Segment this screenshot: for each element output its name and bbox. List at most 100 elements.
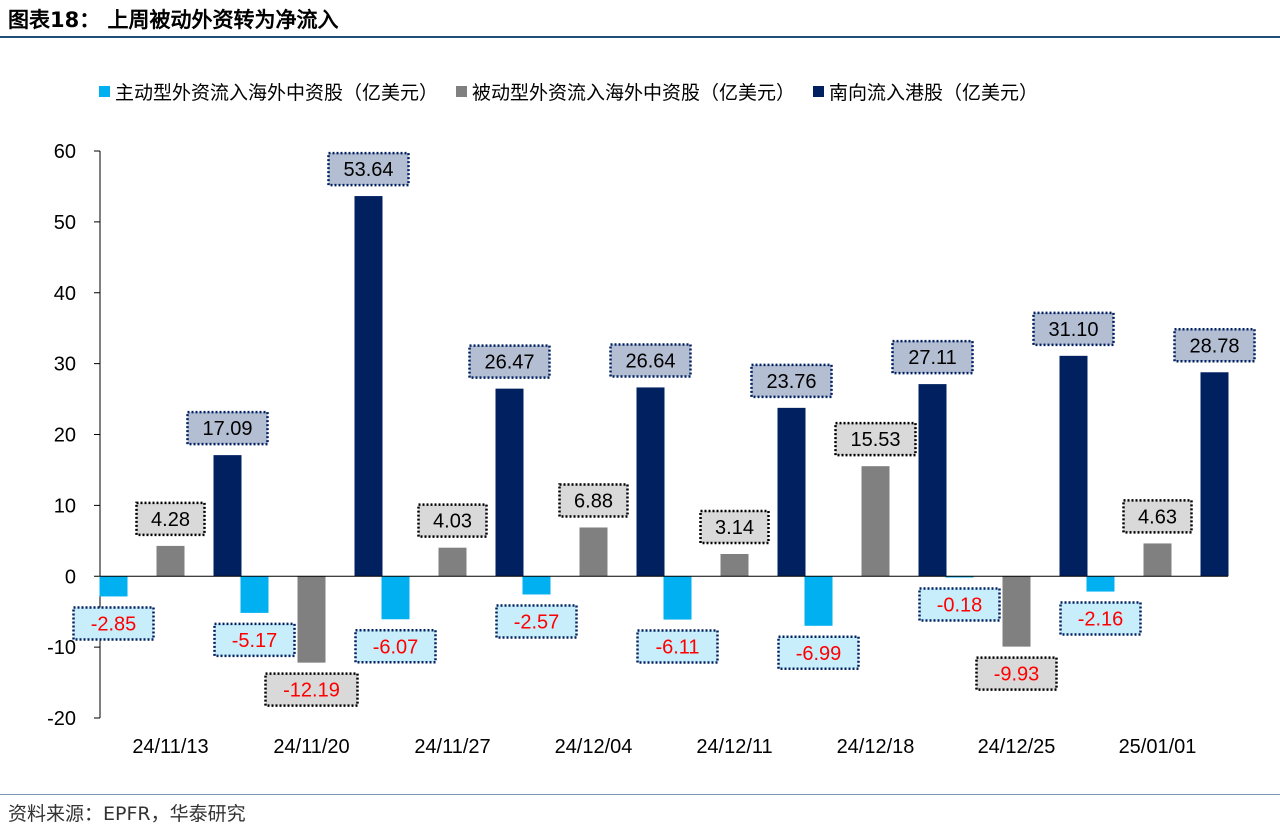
data-label-box: [1059, 601, 1142, 636]
data-label: 53.64: [343, 159, 393, 181]
data-label-box: [1032, 311, 1115, 347]
legend-item-passive: 被动型外资流入海外中资股（亿美元）: [456, 78, 795, 105]
data-label-box: [354, 629, 437, 664]
x-tick-label: 24/12/11: [696, 736, 772, 758]
legend-label-passive: 被动型外资流入海外中资股（亿美元）: [472, 81, 796, 104]
source-note: 资料来源：EPFR，华泰研究: [8, 803, 246, 825]
data-label: 4.03: [433, 511, 472, 533]
data-label: 31.10: [1048, 319, 1098, 341]
bar: [240, 576, 269, 613]
y-tick-label: -20: [47, 708, 76, 730]
data-label-box: [609, 343, 692, 378]
y-tick-label: 10: [54, 495, 76, 517]
bar: [636, 387, 665, 577]
data-label-box: [72, 606, 155, 641]
data-label: 28.78: [1189, 335, 1239, 357]
x-tick-label: 24/11/20: [273, 736, 349, 758]
data-label-box: [417, 503, 488, 538]
data-label-box: [468, 344, 551, 379]
legend-swatch-southbound: [813, 85, 825, 97]
bar: [777, 407, 806, 577]
data-label-box: [1173, 328, 1256, 363]
data-label-box: [777, 635, 860, 671]
x-tick-label: 25/01/01: [1119, 736, 1197, 758]
bar: [579, 527, 608, 577]
data-label: -9.93: [994, 664, 1040, 686]
data-label: 17.09: [202, 418, 252, 440]
bar: [1059, 355, 1088, 577]
bar: [156, 545, 185, 577]
data-label: -0.18: [937, 595, 983, 617]
y-tick-label: -10: [47, 637, 76, 659]
bar: [495, 388, 524, 577]
data-label-box: [495, 604, 578, 639]
y-tick-label: 50: [54, 212, 76, 234]
bar: [1143, 543, 1172, 577]
data-label: 26.64: [625, 350, 675, 372]
bar: [1086, 576, 1115, 592]
data-label-box: [186, 410, 269, 446]
data-label-box: [327, 151, 410, 187]
data-label: -2.16: [1078, 609, 1124, 631]
bar: [945, 576, 974, 578]
bar: [438, 547, 467, 577]
x-tick-label: 24/11/13: [132, 736, 208, 758]
data-label: 6.88: [574, 490, 613, 512]
legend-label-active: 主动型外资流入海外中资股（亿美元）: [115, 81, 439, 104]
data-label-box: [891, 339, 974, 375]
data-label: 26.47: [484, 352, 534, 374]
data-label-box: [975, 656, 1058, 691]
legend-item-southbound: 南向流入港股（亿美元）: [813, 78, 1038, 105]
y-tick-label: 60: [54, 141, 76, 163]
data-label: -5.17: [232, 630, 278, 652]
data-label-box: [1122, 499, 1193, 534]
y-tick-label: 30: [54, 354, 76, 376]
data-label: 15.53: [850, 429, 900, 451]
data-label: -2.85: [91, 613, 137, 635]
data-label: 27.11: [908, 347, 957, 369]
bar: [861, 466, 890, 577]
figure-title: 图表18： 上周被动外资转为净流入: [8, 8, 339, 32]
bar: [381, 576, 410, 620]
data-label: 4.28: [151, 509, 190, 531]
y-tick-label: 20: [54, 425, 76, 447]
bar: [720, 553, 749, 577]
data-label: -6.11: [655, 637, 699, 659]
data-label-box: [636, 629, 719, 664]
data-label-box: [135, 501, 206, 537]
data-label: 4.63: [1138, 506, 1177, 528]
y-tick-label: 40: [54, 283, 76, 305]
data-label-box: [918, 587, 1001, 622]
data-label: 23.76: [766, 371, 816, 393]
data-label-box: [834, 421, 917, 457]
x-tick-label: 24/12/25: [978, 736, 1056, 758]
data-label-box: [558, 483, 629, 518]
bar: [99, 576, 128, 597]
header-rule: [0, 36, 1280, 38]
data-label: 3.14: [715, 517, 754, 539]
data-label-box: [750, 363, 833, 399]
legend-item-active: 主动型外资流入海外中资股（亿美元）: [99, 78, 438, 105]
bar: [918, 384, 947, 577]
bar: [1002, 576, 1031, 647]
legend-swatch-passive: [456, 85, 468, 97]
data-label: -2.57: [514, 611, 560, 633]
x-tick-label: 24/12/04: [555, 736, 633, 758]
bar-chart: -20 -10 0 10 20 30 40 50 60 24/11/13 24/11/20 24/11…: [47, 141, 1256, 758]
legend-label-southbound: 南向流入港股（亿美元）: [829, 81, 1039, 104]
bar: [804, 576, 833, 626]
bar: [297, 576, 326, 663]
data-label-box: [213, 622, 296, 658]
data-label-box: [264, 672, 359, 707]
chart-legend: 主动型外资流入海外中资股（亿美元） 被动型外资流入海外中资股（亿美元） 南向流入…: [99, 78, 1056, 104]
bar: [522, 576, 551, 595]
x-tick-label: 24/11/27: [414, 736, 490, 758]
data-label: -6.07: [373, 636, 419, 658]
bar: [354, 196, 383, 577]
bar: [213, 455, 242, 577]
bar: [663, 576, 692, 620]
x-tick-label: 24/12/18: [837, 736, 915, 758]
bar: [1200, 372, 1229, 577]
legend-swatch-active: [99, 85, 110, 97]
data-label: -6.99: [796, 643, 842, 665]
